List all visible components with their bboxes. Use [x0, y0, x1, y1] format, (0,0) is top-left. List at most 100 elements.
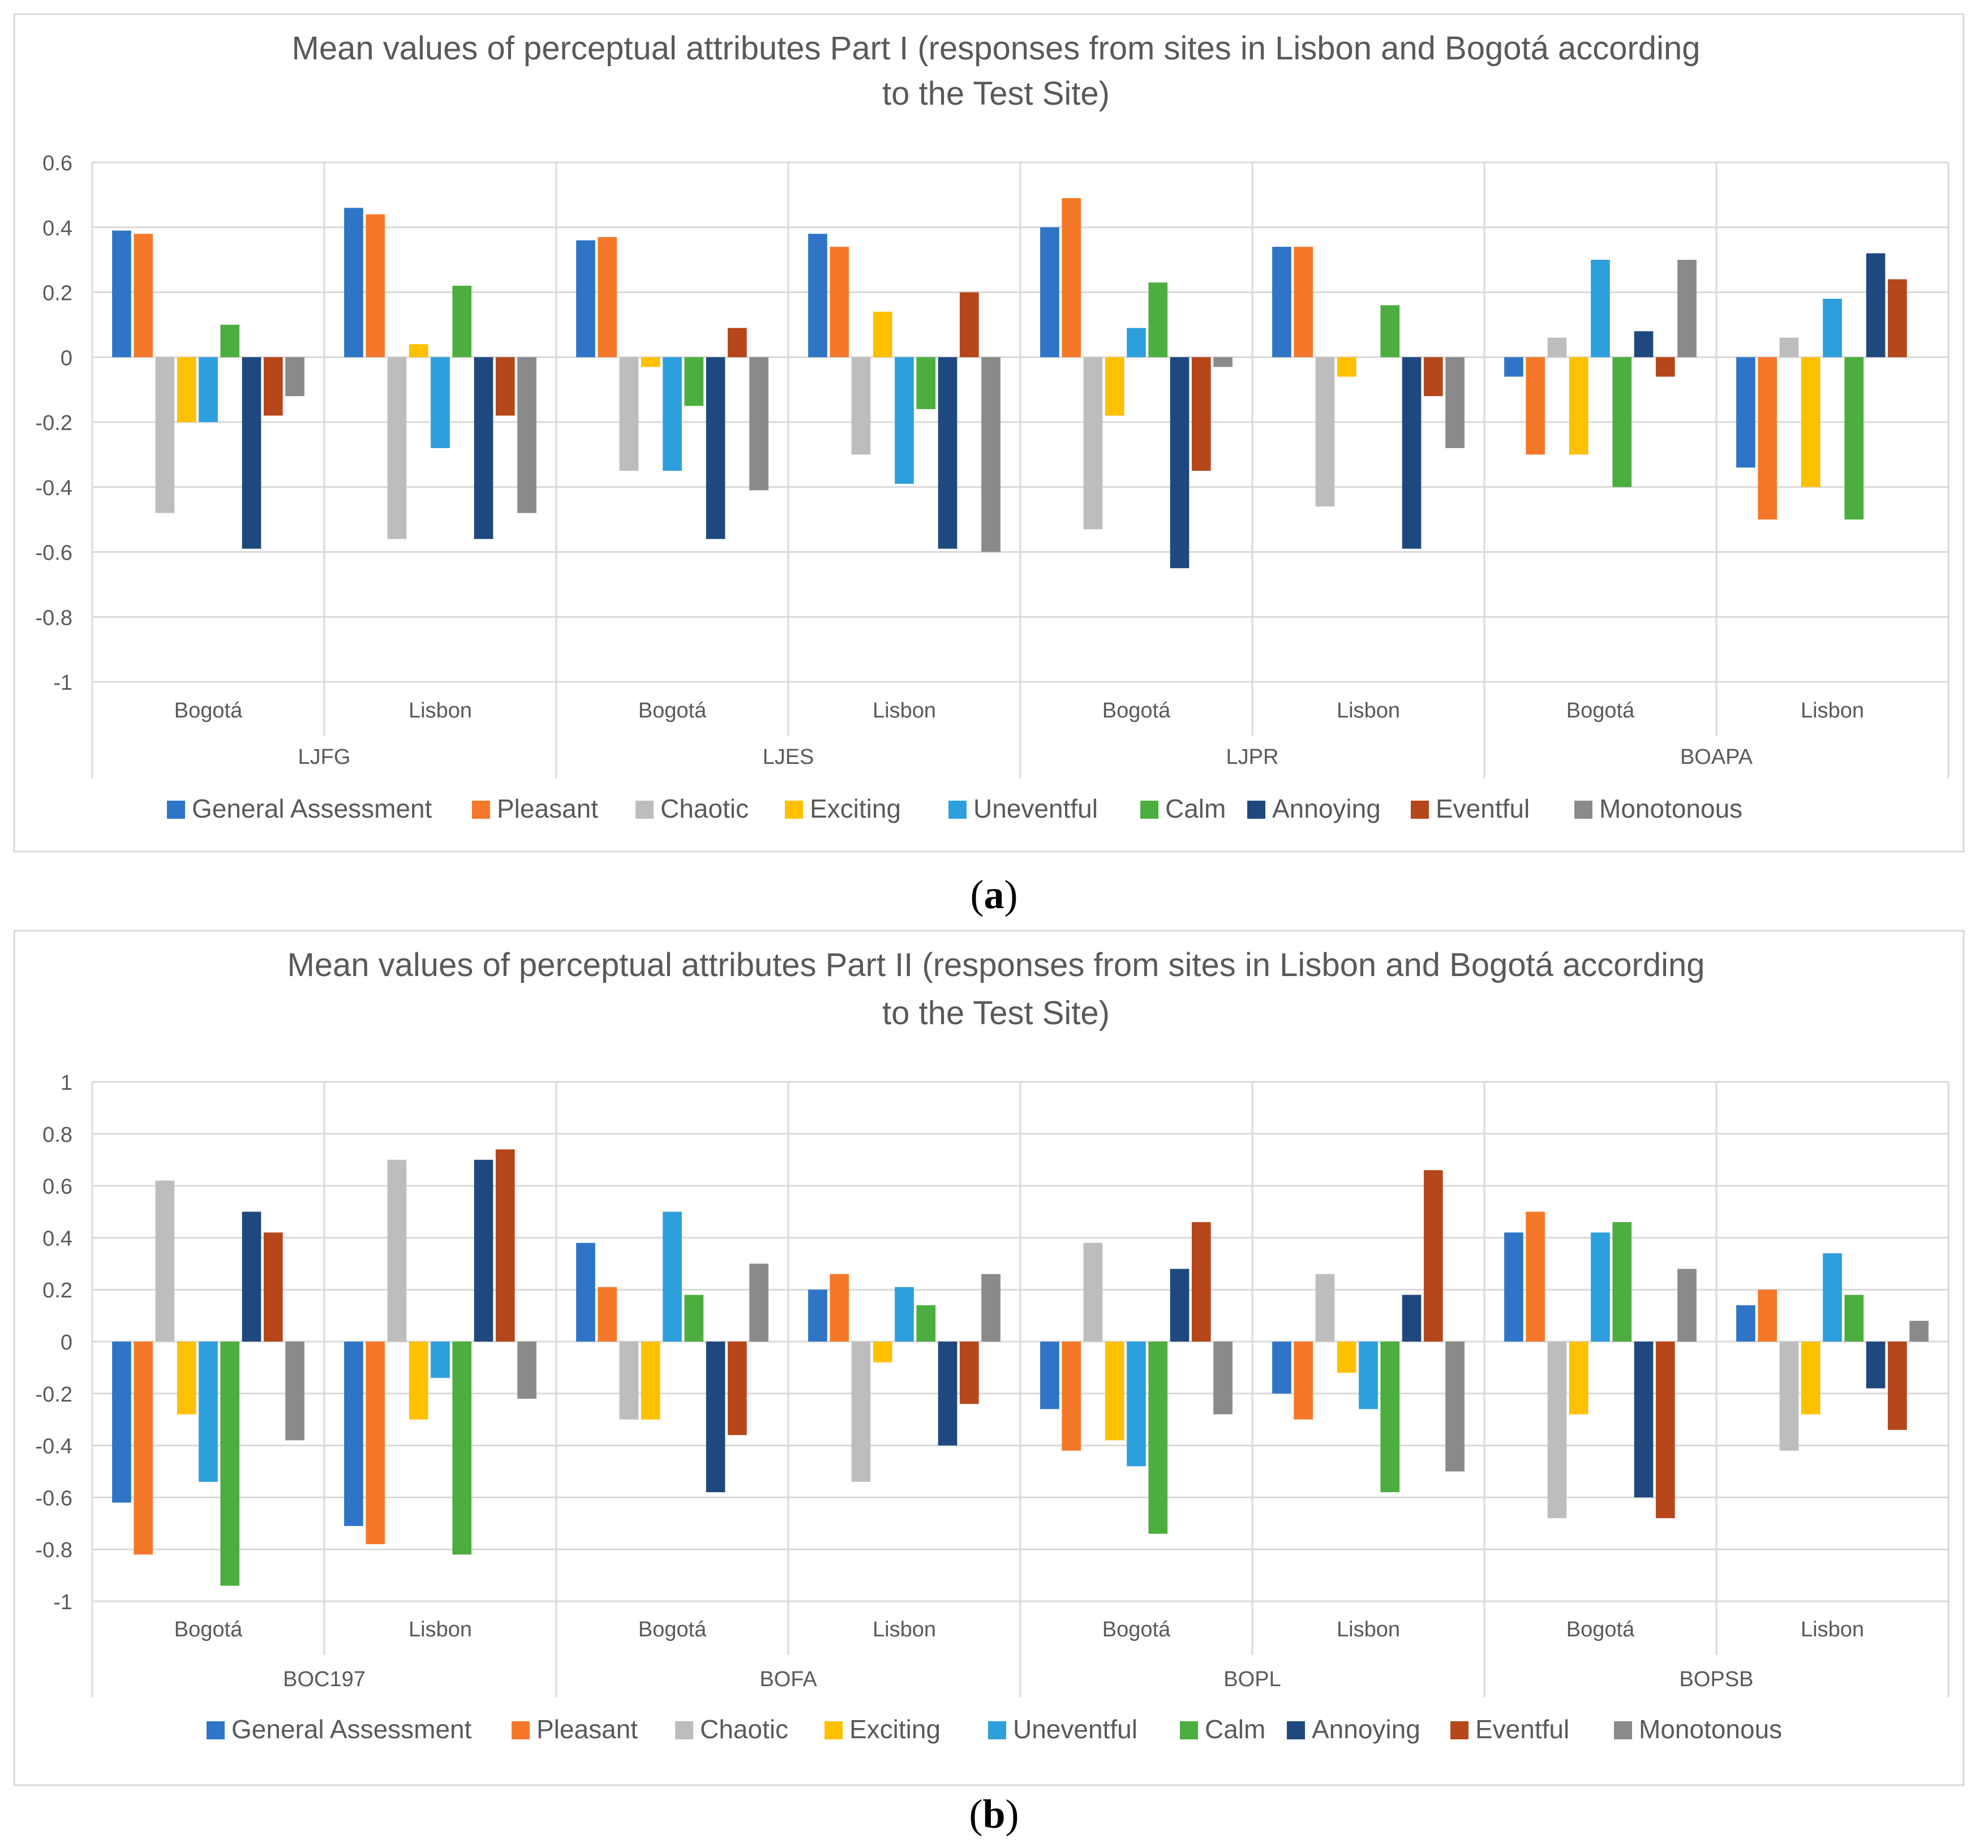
bar-uneventful — [1823, 1253, 1842, 1342]
legend-label: Annoying — [1312, 1714, 1420, 1744]
bar-eventful — [263, 357, 283, 416]
bar-monotonous — [517, 357, 536, 513]
bar-eventful — [1423, 357, 1443, 397]
bar-pleasant — [598, 1287, 617, 1342]
x-group-label: BOPSB — [1680, 1668, 1754, 1691]
bar-chaotic — [1779, 1342, 1799, 1451]
bar-general-assessment — [344, 1342, 363, 1526]
legend-swatch — [675, 1721, 693, 1739]
x-category-label: Bogotá — [1102, 699, 1171, 723]
bar-pleasant — [1526, 357, 1545, 455]
x-group-label: LJPR — [1226, 745, 1279, 769]
bar-eventful — [1887, 1342, 1907, 1430]
y-tick-label: 0.2 — [42, 282, 72, 306]
chart-title-line: to the Test Site) — [882, 995, 1110, 1032]
bar-annoying — [242, 357, 261, 549]
x-category-label: Lisbon — [409, 699, 472, 723]
bar-calm — [452, 286, 472, 358]
legend-label: Monotonous — [1639, 1714, 1782, 1744]
bar-calm — [1148, 1342, 1168, 1534]
bar-uneventful — [663, 1211, 682, 1342]
bar-uneventful — [663, 357, 682, 471]
bar-annoying — [1170, 357, 1190, 569]
caption-b-letter: b — [982, 1791, 1006, 1837]
bar-exciting — [409, 1342, 428, 1420]
bar-pleasant — [134, 234, 153, 358]
legend-swatch — [825, 1721, 843, 1739]
bar-pleasant — [366, 1342, 385, 1545]
legend-label: Eventful — [1475, 1714, 1569, 1744]
bar-exciting — [1801, 357, 1820, 487]
x-category-label: Lisbon — [873, 699, 936, 723]
bar-chaotic — [1779, 337, 1799, 358]
bar-uneventful — [1127, 328, 1146, 358]
bar-uneventful — [895, 1287, 914, 1342]
bar-chaotic — [387, 1159, 407, 1342]
bar-monotonous — [981, 1274, 1001, 1342]
bar-monotonous — [1445, 1342, 1465, 1472]
bar-exciting — [641, 1342, 660, 1420]
bar-pleasant — [1758, 1290, 1777, 1342]
bar-calm — [220, 324, 240, 358]
bar-monotonous — [1213, 357, 1233, 367]
bar-exciting — [1569, 1342, 1588, 1415]
legend-label: Exciting — [849, 1714, 941, 1744]
bar-monotonous — [285, 357, 304, 397]
chart-a: Mean values of perceptual attributes Par… — [13, 13, 1965, 853]
bar-annoying — [1170, 1269, 1190, 1342]
bar-eventful — [1887, 279, 1907, 358]
bar-annoying — [938, 1342, 957, 1446]
legend-swatch — [1140, 801, 1158, 819]
bar-pleasant — [830, 1274, 849, 1342]
bar-calm — [916, 357, 936, 410]
bar-annoying — [1402, 1295, 1422, 1342]
y-tick-label: 0.4 — [42, 217, 72, 240]
bar-annoying — [474, 1159, 493, 1342]
bar-pleasant — [830, 247, 849, 358]
bar-general-assessment — [344, 208, 363, 358]
bar-monotonous — [749, 1263, 768, 1342]
bar-uneventful — [199, 1342, 218, 1482]
bar-chaotic — [1083, 357, 1103, 530]
legend-swatch — [988, 1721, 1006, 1739]
legend-swatch — [636, 801, 654, 819]
bar-exciting — [409, 344, 428, 358]
bar-eventful — [1423, 1170, 1443, 1342]
y-tick-label: -0.4 — [36, 1435, 72, 1459]
x-category-label: Lisbon — [409, 1618, 472, 1641]
legend-label: Monotonous — [1599, 794, 1742, 823]
legend-label: Uneventful — [973, 794, 1098, 823]
bar-eventful — [727, 328, 747, 358]
legend-label: Calm — [1205, 1714, 1265, 1744]
bar-pleasant — [1294, 1342, 1313, 1420]
bar-exciting — [177, 1342, 196, 1415]
bar-calm — [1844, 1295, 1864, 1342]
bar-annoying — [1634, 1342, 1654, 1498]
bar-monotonous — [1445, 357, 1465, 448]
bar-uneventful — [431, 357, 450, 448]
legend-label: General Assessment — [231, 1714, 472, 1744]
bar-uneventful — [895, 357, 914, 484]
bar-chaotic — [1315, 357, 1335, 507]
bar-calm — [916, 1305, 936, 1342]
legend-label: Uneventful — [1013, 1714, 1137, 1744]
bar-general-assessment — [1504, 1232, 1523, 1342]
bar-monotonous — [285, 1342, 304, 1441]
bar-annoying — [706, 1342, 725, 1493]
bar-monotonous — [749, 357, 768, 491]
bar-pleasant — [134, 1342, 153, 1555]
legend-swatch — [948, 801, 967, 819]
bar-pleasant — [366, 214, 385, 358]
bar-monotonous — [517, 1342, 536, 1399]
bar-exciting — [1569, 357, 1588, 455]
bar-general-assessment — [1736, 357, 1755, 468]
bar-eventful — [727, 1342, 747, 1436]
bar-general-assessment — [576, 240, 595, 358]
bar-chaotic — [1083, 1243, 1103, 1342]
bar-chaotic — [155, 1180, 175, 1342]
legend-swatch — [1614, 1721, 1632, 1739]
bar-annoying — [1402, 357, 1422, 549]
legend-swatch — [1247, 801, 1265, 819]
legend-swatch — [1180, 1721, 1198, 1739]
bar-pleasant — [598, 237, 617, 358]
